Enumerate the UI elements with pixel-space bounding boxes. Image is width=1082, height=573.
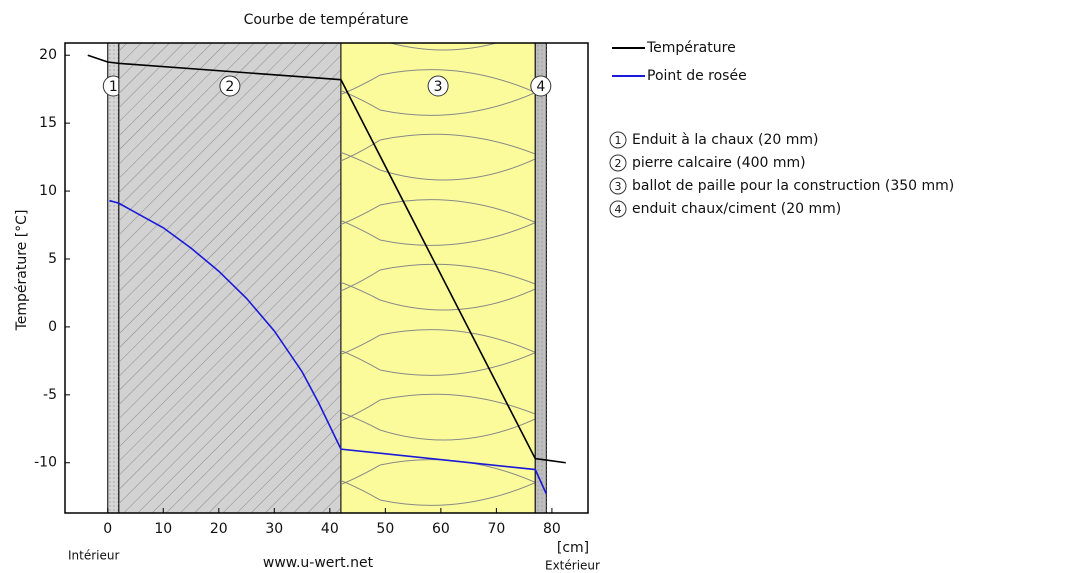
source: www.u-wert.net — [263, 555, 374, 571]
left-label: Intérieur — [68, 549, 119, 563]
x-unit: [cm] — [557, 540, 589, 556]
layer-legend-name: pierre calcaire (400 mm) — [632, 155, 806, 171]
x-tick-label: 70 — [487, 521, 505, 537]
right-label: Extérieur — [545, 559, 600, 573]
x-tick-label: 80 — [543, 521, 561, 537]
layer-legend-badge — [609, 200, 627, 218]
layer-legend-number: 3 — [615, 180, 622, 193]
layer-pattern — [107, 43, 119, 513]
layer-legend-badge — [609, 177, 627, 195]
x-tick-label: 50 — [376, 521, 394, 537]
y-tick-label: -10 — [34, 455, 57, 471]
y-tick-label: 15 — [39, 115, 57, 131]
y-axis-label: Température [°C] — [14, 210, 30, 332]
x-tick-label: 60 — [432, 521, 450, 537]
layer-legend-number: 1 — [615, 134, 622, 147]
y-tick-label: -5 — [43, 387, 57, 403]
layer-legend-number: 2 — [615, 157, 622, 170]
y-tick-label: 10 — [39, 183, 57, 199]
layer-legend-name: Enduit à la chaux (20 mm) — [632, 132, 818, 148]
layer-badge — [530, 75, 552, 97]
x-tick-label: 10 — [154, 521, 172, 537]
legend-label: Température — [646, 40, 736, 56]
layer-legend-number: 4 — [615, 203, 622, 216]
layer-number: 3 — [434, 79, 443, 95]
layer-pattern — [118, 43, 341, 513]
layer-number: 4 — [536, 79, 545, 95]
layer-legend-name: enduit chaux/ciment (20 mm) — [632, 201, 841, 217]
legend-label: Point de rosée — [647, 68, 747, 84]
x-tick-label: 40 — [321, 521, 339, 537]
x-tick-label: 30 — [265, 521, 283, 537]
layer-legend-badge — [609, 131, 627, 149]
plot-frame — [64, 42, 589, 514]
layer-badge — [427, 75, 449, 97]
y-tick-label: 5 — [48, 251, 57, 267]
x-tick-label: 20 — [210, 521, 228, 537]
series-line — [109, 199, 548, 495]
layer-pattern — [535, 43, 547, 513]
x-tick-label: 0 — [103, 521, 112, 537]
layer-legend-badge — [609, 154, 627, 172]
chart-title: Courbe de température — [244, 12, 409, 28]
series-line — [87, 54, 566, 464]
layer-number: 1 — [109, 79, 118, 95]
layer-number: 2 — [225, 79, 234, 95]
layer-pattern — [340, 43, 536, 513]
y-tick-label: 20 — [39, 47, 57, 63]
y-tick-label: 0 — [48, 319, 57, 335]
layer-badge — [219, 75, 241, 97]
layer-legend-name: ballot de paille pour la construction (3… — [632, 178, 954, 194]
